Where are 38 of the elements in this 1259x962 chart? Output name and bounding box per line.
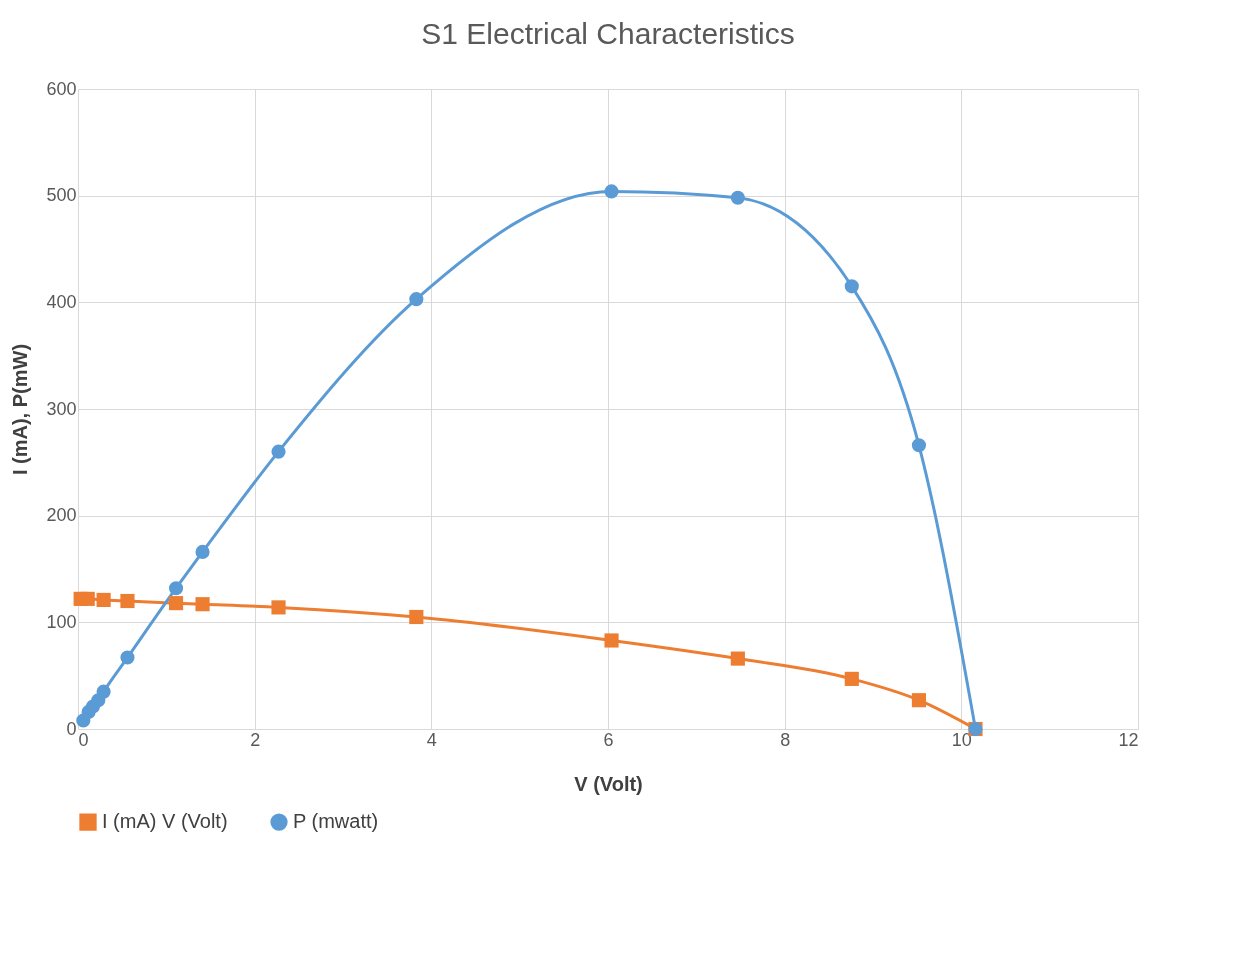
point — [911, 693, 926, 708]
point — [844, 671, 859, 686]
point — [844, 279, 859, 294]
x-tick-label: 4 — [426, 729, 437, 750]
point — [120, 650, 135, 665]
point — [195, 597, 210, 612]
x-tick-label: 10 — [951, 729, 972, 750]
point — [80, 591, 95, 606]
chart-title: S1 Electrical Characteristics — [421, 17, 795, 50]
point — [271, 444, 286, 459]
y-tick-label: 200 — [46, 505, 77, 526]
x-axis-title: V (Volt) — [574, 772, 643, 795]
point — [96, 592, 111, 607]
y-tick-label: 300 — [46, 398, 77, 419]
x-tick-label: 6 — [603, 729, 614, 750]
point — [604, 633, 619, 648]
legend-label: I (mA) V (Volt) — [102, 810, 228, 833]
point — [96, 684, 111, 699]
y-tick-label: 400 — [46, 291, 77, 312]
point — [168, 581, 184, 596]
legend-label: P (mwatt) — [293, 810, 379, 833]
point — [911, 438, 926, 453]
point — [195, 544, 210, 559]
point — [409, 609, 424, 625]
point — [271, 600, 286, 615]
point — [604, 184, 619, 199]
x-tick-label: 2 — [250, 729, 261, 750]
point — [730, 190, 745, 205]
point — [168, 596, 184, 611]
point — [120, 593, 135, 609]
y-tick-label: 600 — [46, 78, 77, 99]
point — [730, 651, 745, 666]
y-tick-label: 500 — [46, 185, 77, 206]
x-tick-label: 12 — [1118, 729, 1139, 750]
x-tick-label: 8 — [780, 729, 791, 750]
y-tick-label: 100 — [46, 611, 77, 632]
y-axis-title: I (mA), P(mW) — [9, 343, 32, 476]
point — [409, 292, 424, 307]
